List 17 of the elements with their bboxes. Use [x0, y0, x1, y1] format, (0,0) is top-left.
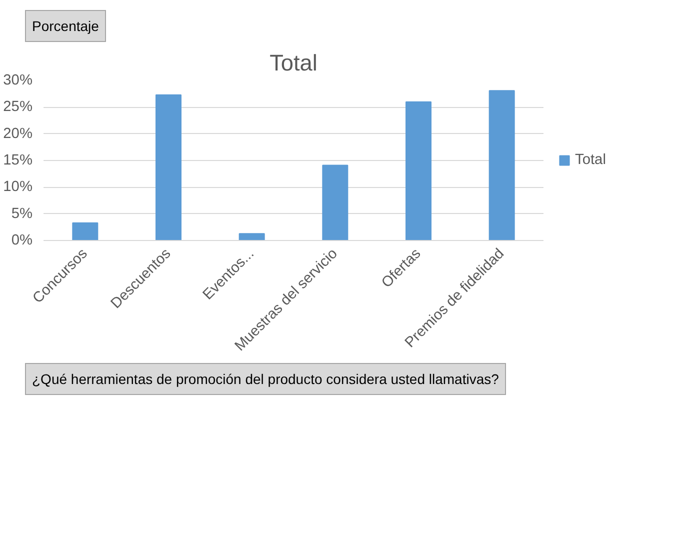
y-tick-label: 5% — [11, 206, 33, 222]
x-axis-title: ¿Qué herramientas de promoción del producto considera usted llamativas? — [32, 370, 499, 389]
chart-title: Total — [270, 50, 318, 76]
text: Porcentaje — [32, 17, 99, 36]
bar — [322, 164, 348, 240]
bar — [156, 94, 182, 240]
bar — [72, 222, 98, 240]
y-tick-label: 25% — [3, 99, 33, 116]
y-tick-label: 10% — [3, 179, 33, 196]
legend-label: Total — [575, 152, 606, 168]
bar — [488, 90, 515, 240]
y-tick-label: 30% — [3, 72, 33, 88]
y-tick-label: 20% — [3, 126, 33, 142]
y-tick-label: 15% — [3, 152, 33, 168]
bar — [406, 101, 432, 240]
bar — [238, 233, 265, 240]
y-tick-label: 0% — [11, 232, 33, 248]
